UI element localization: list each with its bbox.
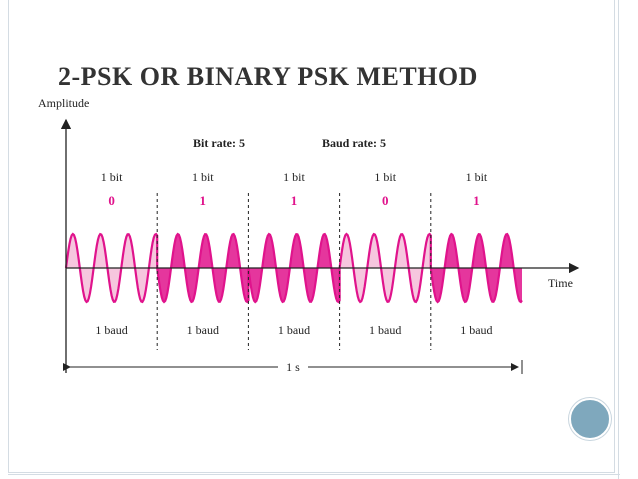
bit-duration-label: 1 bit [466,170,488,184]
baud-label: 1 baud [95,323,127,337]
bit-segment-fill [157,234,249,302]
bit-value: 1 [200,193,207,208]
y-axis-label: Amplitude [38,96,89,110]
slide-frame-line [618,0,619,479]
waveform [64,232,523,304]
baud-label: 1 baud [278,323,310,337]
waveform-fill [66,234,522,302]
slide-title: 2-PSK OR BINARY PSK METHOD [58,62,478,91]
bit-segment-fill [339,234,431,302]
baud-label: 1 baud [187,323,219,337]
slide-decoration-circle [569,398,611,440]
bit-duration-label: 1 bit [283,170,305,184]
bit-segment-fill [430,234,522,302]
slide-frame-line [8,474,620,475]
duration-label: 1 s [286,360,300,374]
bit-value: 1 [291,193,298,208]
slide-frame [8,0,615,473]
bit-duration-label: 1 bit [192,170,214,184]
bit-value: 0 [382,193,389,208]
bit-rate-label: Bit rate: 5 [193,136,245,150]
bit-duration-label: 1 bit [101,170,123,184]
bit-segment-fill [248,234,340,302]
bit-value: 0 [108,193,115,208]
bit-segment-fill [66,234,158,302]
baud-rate-label: Baud rate: 5 [322,136,386,150]
baud-label: 1 baud [460,323,492,337]
bit-duration-label: 1 bit [374,170,396,184]
x-axis-label: Time [548,276,573,290]
bit-value: 1 [473,193,480,208]
baud-label: 1 baud [369,323,401,337]
